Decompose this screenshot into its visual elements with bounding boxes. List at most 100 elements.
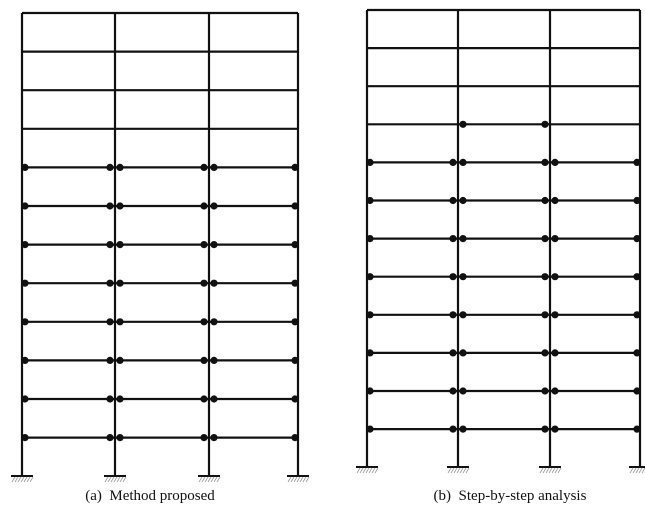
support-hatch [119,476,124,483]
plastic-hinge [541,120,549,128]
support-hatch [213,476,218,483]
plastic-hinge [106,434,114,442]
plastic-hinge [541,158,549,166]
plastic-hinge [551,425,559,433]
support-hatch [356,467,361,474]
plastic-hinge [459,158,467,166]
plastic-hinge [633,387,641,395]
plastic-hinge [21,163,29,171]
support-hatch [29,476,34,483]
plastic-hinge [366,425,374,433]
plastic-hinge [366,273,374,281]
plastic-hinge [106,356,114,364]
support-hatch [299,476,304,483]
plastic-hinge [210,395,218,403]
plastic-hinge [459,120,467,128]
support-hatch [629,467,634,474]
support-hatch [362,467,367,474]
plastic-hinge [210,434,218,442]
plastic-hinge [116,279,124,287]
support-hatch [456,467,461,474]
support-hatch [210,476,215,483]
plastic-hinge [459,311,467,319]
plastic-hinge [541,235,549,243]
plastic-hinge [459,196,467,205]
plastic-hinge [116,202,124,210]
plastic-hinge [633,235,641,243]
plastic-hinge [541,196,549,205]
plastic-hinge [449,158,457,166]
plastic-hinge [106,279,114,287]
support-hatch [368,467,373,474]
plastic-hinge [366,158,374,166]
plastic-hinge [449,311,457,319]
plastic-hinge [633,311,641,319]
plastic-hinge [200,356,208,364]
plastic-hinge [210,241,218,249]
support-hatch [465,467,470,474]
plastic-hinge [551,235,559,243]
plastic-hinge [459,425,467,433]
support-hatch [638,467,643,474]
plastic-hinge [541,349,549,357]
support-hatch [545,467,550,474]
support-hatch [113,476,118,483]
plastic-hinge [551,349,559,357]
plastic-hinge [210,163,218,171]
support-hatch [23,476,28,483]
support-hatch [290,476,295,483]
plastic-hinge [106,202,114,210]
plastic-hinge [449,273,457,281]
plastic-hinge [291,241,299,249]
plastic-hinge [449,387,457,395]
plastic-hinge [633,196,641,205]
plastic-hinge [291,434,299,442]
plastic-hinge [210,279,218,287]
support-hatch [542,467,547,474]
support-hatch [110,476,115,483]
plastic-hinge [291,395,299,403]
plastic-hinge [366,235,374,243]
plastic-hinge [541,311,549,319]
support-hatch [302,476,307,483]
plastic-hinge [21,395,29,403]
plastic-hinge [116,241,124,249]
plastic-hinge [21,202,29,210]
support-hatch [293,476,298,483]
plastic-hinge [200,395,208,403]
plastic-hinge [366,311,374,319]
plastic-hinge [200,241,208,249]
plastic-hinge [116,356,124,364]
support-hatch [201,476,206,483]
plastic-hinge [200,202,208,210]
plastic-hinge [633,425,641,433]
support-hatch [447,467,452,474]
plastic-hinge [633,158,641,166]
plastic-hinge [200,163,208,171]
plastic-hinge [21,434,29,442]
support-hatch [554,467,559,474]
plastic-hinge [366,196,374,205]
support-hatch [216,476,221,483]
plastic-hinge [449,425,457,433]
support-hatch [548,467,553,474]
plastic-hinge [106,241,114,249]
support-hatch [371,467,376,474]
plastic-hinge [541,425,549,433]
support-hatch [17,476,22,483]
support-hatch [539,467,544,474]
plastic-hinge [116,395,124,403]
plastic-hinge [21,279,29,287]
support-hatch [450,467,455,474]
plastic-hinge [291,318,299,326]
support-hatch [11,476,16,483]
plastic-hinge [106,163,114,171]
plastic-hinge [459,273,467,281]
plastic-hinge [551,158,559,166]
support-hatch [204,476,209,483]
plastic-hinge [106,395,114,403]
support-hatch [287,476,292,483]
plastic-hinge [449,349,457,357]
support-hatch [305,476,310,483]
